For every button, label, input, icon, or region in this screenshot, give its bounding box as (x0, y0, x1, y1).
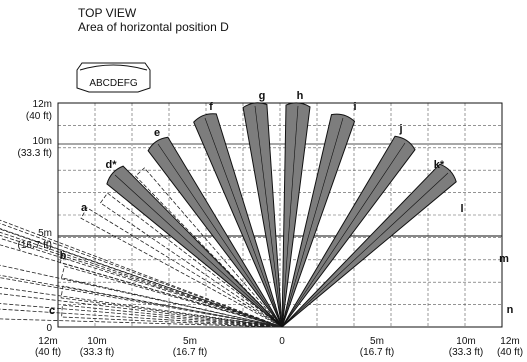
beam-centerline (114, 174, 283, 328)
short-range-beam (135, 167, 283, 328)
x-tick-label: 5m (370, 336, 384, 347)
long-range-beam (281, 135, 416, 328)
zone-label-l: l (460, 203, 463, 215)
short-range-beam (61, 304, 283, 328)
short-range-beam (0, 277, 283, 328)
zone-label-c: c (49, 305, 55, 317)
x-tick-label: 10m (87, 336, 106, 347)
x-tick-label: 12m (38, 336, 57, 347)
zone-label-d: d* (106, 159, 118, 171)
zone-label-h: h (297, 90, 304, 102)
x-tick-label-ft: (33.3 ft) (80, 347, 114, 358)
x-tick-label-ft: (16.7 ft) (173, 347, 207, 358)
y-tick-label-ft: (16.7 ft) (18, 240, 52, 251)
short-range-beam (61, 265, 283, 328)
short-range-beam (80, 207, 283, 328)
short-range-beam (0, 308, 283, 328)
y-tick-label: 0 (46, 323, 52, 334)
zone-label-a: a (81, 202, 88, 214)
beam-centerline (281, 172, 449, 328)
short-range-beam (0, 219, 283, 328)
grid (57, 102, 503, 328)
beam-centerline (281, 142, 406, 328)
axes: 12m(40 ft)10m(33.3 ft)5m(16.7 ft)012m(40… (18, 99, 524, 358)
long-range-beam (281, 102, 311, 328)
long-range-beam (147, 136, 283, 328)
zone-label-j: j (398, 123, 402, 135)
short-range-beam (60, 285, 283, 328)
y-tick-label-ft: (33.3 ft) (18, 148, 52, 159)
x-tick-label-ft: (33.3 ft) (449, 347, 483, 358)
beam-centerline (281, 105, 299, 328)
zone-label-f: f (209, 101, 213, 113)
beam-centerline (254, 105, 283, 328)
title-line-1: TOP VIEW (78, 6, 137, 20)
zone-label-e: e (154, 127, 160, 139)
zone-label-g: g (259, 90, 266, 102)
x-tick-label-ft: (40 ft) (497, 347, 523, 358)
zone-label-b: b (60, 250, 67, 262)
zone-label-k: k* (434, 159, 445, 171)
y-tick-label-ft: (40 ft) (26, 111, 52, 122)
x-tick-label-ft: (16.7 ft) (360, 347, 394, 358)
zone-label-n: n (507, 304, 514, 316)
short-range-beam (99, 192, 283, 328)
short-range-beam (0, 222, 283, 328)
x-tick-label: 5m (183, 336, 197, 347)
sensor-icon: ABCDEFG (76, 62, 151, 93)
y-tick-label: 5m (38, 228, 52, 239)
beam-centerline (157, 143, 283, 328)
sensor-icon-label: ABCDEFG (89, 78, 138, 89)
beam-centerline (281, 117, 344, 328)
short-range-beam (0, 234, 283, 328)
zone-label-m: m (499, 253, 509, 265)
long-range-beams (106, 102, 457, 328)
y-tick-label: 10m (33, 136, 52, 147)
x-tick-label-ft: (40 ft) (35, 347, 61, 358)
long-range-beam (193, 113, 283, 328)
x-tick-label: 0 (279, 336, 285, 347)
beam-centerline (204, 117, 283, 328)
y-tick-label: 12m (33, 99, 52, 110)
zone-labels: d* e f g h i j k* a b c l m n (49, 90, 514, 317)
zone-label-i: i (353, 101, 356, 113)
x-tick-label: 12m (500, 336, 519, 347)
title-line-2: Area of horizontal position D (78, 20, 229, 34)
short-range-beam (0, 264, 283, 328)
short-range-beam (0, 228, 283, 328)
long-range-beam (242, 102, 283, 328)
x-tick-label: 10m (456, 336, 475, 347)
short-range-beam (0, 293, 283, 328)
diagram-title: TOP VIEW Area of horizontal position D (78, 6, 229, 34)
short-range-beams (0, 167, 283, 328)
long-range-beam (281, 113, 356, 328)
